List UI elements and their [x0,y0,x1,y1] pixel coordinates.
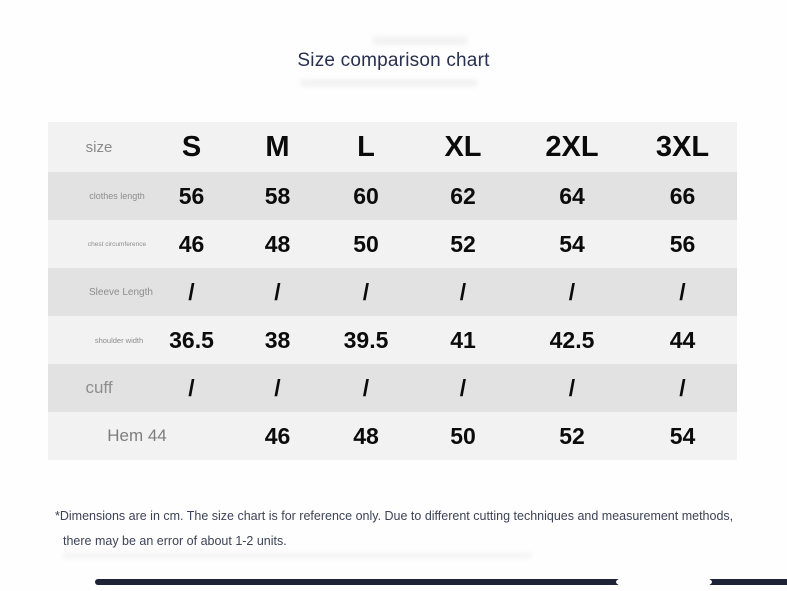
row-label: shoulder width [94,335,144,345]
table-row-hem: Hem 44 46 48 50 52 54 [48,412,737,460]
cell-value: / [459,278,467,305]
header-size-label: size [85,138,113,156]
overlay-smudge-artifact [62,552,532,559]
cell-value: 38 [264,326,291,353]
table-row-cuff: cuff / / / / / / [48,364,737,412]
bottom-bar-artifact [95,579,787,585]
cell-value: 66 [669,182,696,209]
footnote: *Dimensions are in cm. The size chart is… [55,509,755,548]
footnote-line-1: *Dimensions are in cm. The size chart is… [55,509,734,523]
table-row-shoulder-width: shoulder width 36.5 38 39.5 41 42.5 44 [48,316,737,364]
cell-value: 46 [178,230,205,257]
header-size-2xl: 2XL [545,130,599,163]
cell-value: 41 [450,326,476,353]
cell-value: / [188,278,195,305]
cell-value: 58 [264,182,291,209]
cell-value: 60 [353,182,379,209]
cell-value: 44 [669,326,696,353]
row-label: Sleeve Length [89,286,153,298]
cell-value: 64 [559,182,585,209]
table-row-chest-circumference: chest circumference 46 48 50 52 54 56 [48,220,737,268]
cell-value: 54 [559,230,585,257]
header-size-m: M [265,130,290,163]
cell-value: 62 [450,182,476,209]
header-size-s: S [181,130,202,163]
header-size-xl: XL [444,130,482,163]
cell-value: 48 [353,422,379,449]
cell-value: / [568,278,576,305]
cell-value: 39.5 [343,326,389,353]
footnote-line-2: there may be an error of about 1-2 units… [63,534,287,548]
cell-value: / [679,374,686,401]
cell-value: 36.5 [169,326,214,353]
row-label: Hem 44 [107,426,167,445]
row-label: clothes length [89,191,145,201]
header-size-l: L [357,130,375,163]
cell-value: 54 [669,422,696,449]
cell-value: 56 [178,182,205,209]
table-header-row: size S M L XL 2XL 3XL [48,122,737,172]
row-label: chest circumference [87,240,147,248]
cell-value: 48 [264,230,291,257]
cell-value: 46 [264,422,291,449]
cell-value: / [274,374,281,401]
cell-value: / [679,278,686,305]
cell-value: 52 [559,422,585,449]
cell-value: / [362,374,370,401]
cell-value: / [459,374,467,401]
header-size-3xl: 3XL [655,130,710,163]
row-label: cuff [85,378,113,397]
cell-value: 56 [669,230,696,257]
overlay-smudge-artifact [372,36,468,45]
cell-value: 50 [450,422,476,449]
cell-value: / [362,278,370,305]
cell-value: / [274,278,281,305]
page-title: Size comparison chart [297,50,490,71]
cell-value: / [188,374,195,401]
cell-value: / [568,374,576,401]
cell-value: 52 [450,230,476,257]
cell-value: 50 [353,230,379,257]
overlay-smudge-artifact [300,79,478,87]
table-row-clothes-length: clothes length 56 58 60 62 64 66 [48,172,737,220]
white-blob-artifact [616,573,712,591]
size-table: size S M L XL 2XL 3XL clothes length 56 … [48,122,737,460]
cell-value: 42.5 [549,326,595,353]
table-row-sleeve-length: Sleeve Length / / / / / / [48,268,737,316]
